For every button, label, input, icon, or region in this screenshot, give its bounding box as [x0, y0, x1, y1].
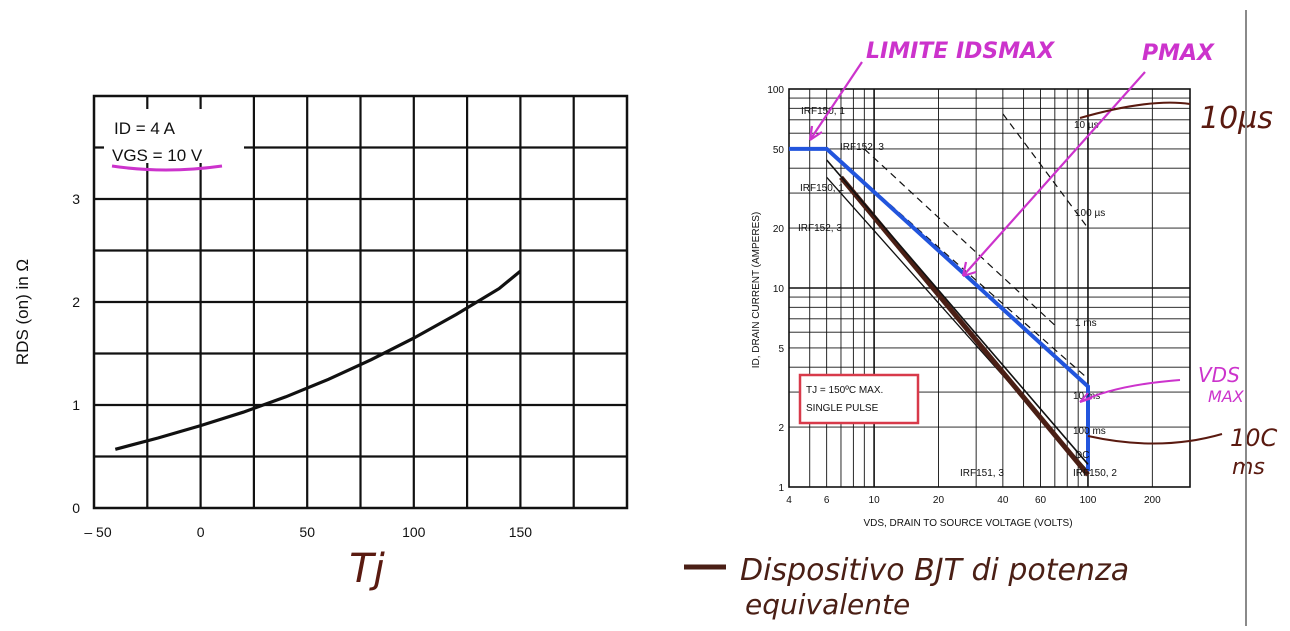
bjt-legend-line2: equivalente: [745, 588, 910, 621]
legend-backdrop: [104, 109, 244, 163]
right-y-tick-label: 2: [778, 423, 784, 434]
right-x-tick-label: 40: [997, 495, 1009, 506]
limite-pointer-arrow: [809, 61, 863, 141]
label-10us: 10 µs: [1074, 120, 1099, 131]
vgs-underline-mark: [111, 164, 223, 172]
right-y-tick-label: 1: [778, 483, 784, 494]
label-irf150-1-mid: IRF150, 1: [800, 183, 844, 194]
safe-operating-area-chart: 4 6 10 20 40 60 100 200 1 2 5 10 20 50 100 IRF150, 1 I…: [684, 39, 1278, 621]
label-irf151-3: IRF151, 3: [960, 468, 1004, 479]
vgs-annotation: VGS = 10 V: [112, 146, 203, 165]
handwritten-pmax: PMAX: [1142, 41, 1215, 66]
left-y-tick-label: 1: [72, 397, 80, 413]
handwritten-10us: 10µs: [1200, 101, 1273, 136]
right-tick-labels: 4 6 10 20 40 60 100 200 1 2 5 10 20 50 100: [767, 85, 1161, 506]
tj-max-box: [798, 373, 920, 425]
tj-max-text: TJ = 150ºC MAX.: [806, 385, 883, 396]
right-y-tick-label: 50: [773, 145, 785, 156]
label-irf150-2: IRF150, 2: [1073, 468, 1117, 479]
bjt-legend-line1: Dispositivo BJT di potenza: [740, 553, 1129, 588]
vds-arrowhead: [1079, 392, 1093, 403]
handwritten-limite-idsmax: LIMITE IDSMAX: [866, 39, 1055, 64]
pmax-arrowhead: [961, 261, 977, 278]
series-100us: [863, 148, 1056, 326]
right-x-tick-label: 100: [1080, 495, 1097, 506]
pmax-pointer-arrow: [962, 71, 1146, 277]
label-irf150-1: IRF150, 1: [801, 106, 845, 117]
handwritten-100-number: 10C: [1230, 424, 1278, 452]
left-x-tick-label: – 50: [84, 524, 111, 540]
right-xlabel: VDS, DRAIN TO SOURCE VOLTAGE (VOLTS): [863, 518, 1072, 529]
label-irf152-3-top: IRF152, 3: [840, 142, 884, 153]
right-x-tick-label: 60: [1035, 495, 1047, 506]
label-irf152-3-mid: IRF152, 3: [798, 223, 842, 234]
series-bjt-brown: [839, 175, 1090, 477]
label-100us: 100 µs: [1075, 208, 1105, 219]
left-x-tick-label: 50: [299, 524, 315, 540]
right-y-tick-label: 100: [767, 85, 784, 96]
left-x-tick-label: 150: [509, 524, 533, 540]
right-y-tick-label: 20: [773, 224, 785, 235]
right-x-tick-label: 200: [1144, 495, 1161, 506]
handwritten-vds: VDS: [1198, 363, 1240, 387]
id-annotation: ID = 4 A: [114, 119, 176, 138]
right-x-tick-label: 6: [824, 495, 830, 506]
right-ylabel: ID, DRAIN CURRENT (AMPERES): [751, 212, 762, 369]
right-x-tick-label: 20: [933, 495, 945, 506]
left-y-tick-label: 3: [72, 191, 80, 207]
left-x-tick-label: 100: [402, 524, 426, 540]
label-dc: DC: [1075, 450, 1089, 461]
label-1ms: 1 ms: [1075, 318, 1097, 329]
series-pmax-blue: [789, 146, 1090, 472]
right-y-tick-label: 5: [778, 344, 784, 355]
left-ylabel: RDS (on) in Ω: [13, 259, 32, 365]
handwritten-tj-label: Tj: [349, 546, 385, 592]
right-x-tick-label: 4: [786, 495, 792, 506]
left-x-tick-label: 0: [197, 524, 205, 540]
handwritten-max: MAX: [1208, 387, 1245, 406]
ms100-pointer-arrow: [1087, 433, 1223, 445]
label-100ms: 100 ms: [1073, 426, 1106, 437]
right-series-lines: [789, 113, 1090, 477]
series-1ms: [826, 148, 1089, 380]
us10-pointer-arrow: [1079, 101, 1191, 119]
right-x-tick-label: 10: [869, 495, 881, 506]
single-pulse-text: SINGLE PULSE: [806, 403, 879, 414]
limite-arrowhead: [808, 125, 823, 141]
left-y-tick-label: 0: [72, 500, 80, 516]
rds-curve: [114, 269, 522, 451]
label-10ms: 10 ms: [1073, 391, 1100, 402]
left-y-tick-label: 2: [72, 294, 80, 310]
handwritten-ms-unit: ms: [1232, 455, 1265, 480]
series-boundary-outline: [826, 159, 1089, 465]
right-y-tick-label: 10: [773, 284, 785, 295]
